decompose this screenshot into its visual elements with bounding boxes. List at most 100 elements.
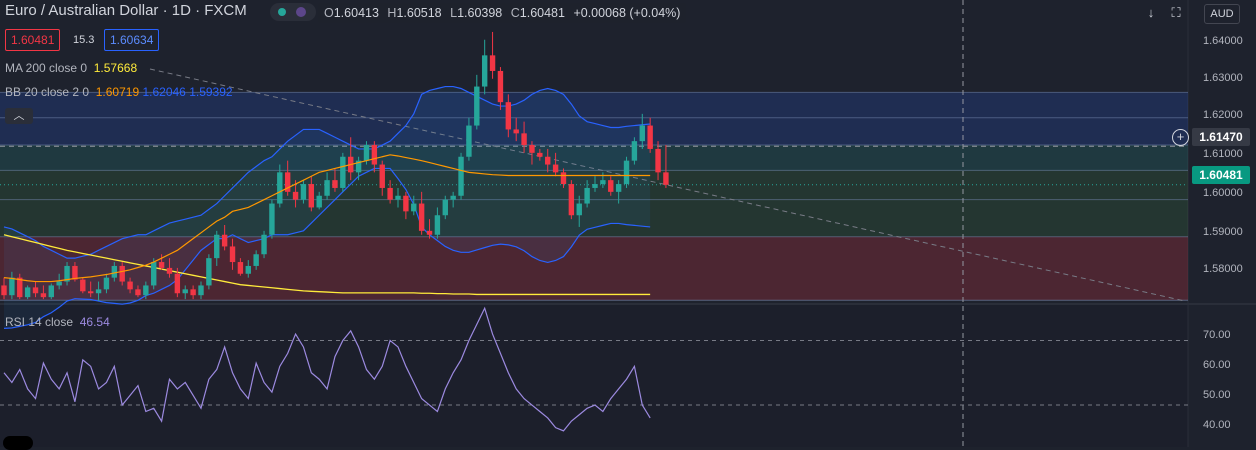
rsi-value: 46.54: [79, 315, 110, 329]
market-status-toggle[interactable]: [270, 3, 316, 21]
candle-body: [221, 234, 228, 247]
candle-body: [411, 203, 417, 212]
tradingview-logo[interactable]: [3, 436, 33, 450]
price-tick: 1.63000: [1203, 72, 1243, 84]
candle-body: [237, 262, 244, 274]
price-tick: 1.60000: [1203, 187, 1243, 199]
bb-legend[interactable]: BB 20 close 2 0 1.60719 1.62046 1.59392: [5, 85, 233, 99]
candle-body: [639, 125, 645, 142]
candle-body: [24, 287, 31, 298]
candle-body: [489, 55, 496, 71]
high-value: 1.60518: [396, 6, 442, 20]
candle-body: [324, 180, 330, 196]
plus-circle-icon[interactable]: +: [1172, 129, 1189, 146]
ma200-line: [3, 234, 651, 296]
spread-value: 15.3: [73, 34, 95, 46]
candle-body: [269, 203, 275, 235]
candle-body: [434, 215, 441, 235]
candle-body: [190, 289, 196, 296]
candle-body: [363, 145, 370, 161]
candle-body: [600, 180, 606, 185]
candle-body: [32, 287, 39, 294]
candle-body: [521, 133, 527, 146]
candle-body: [229, 246, 236, 263]
candle-body: [245, 265, 251, 274]
zone-green: [0, 199, 1188, 237]
candle-body: [545, 156, 551, 165]
candle-body: [174, 273, 181, 294]
ma-legend[interactable]: MA 200 close 0 1.57668: [5, 61, 138, 75]
price-tick: 1.59000: [1203, 226, 1243, 238]
candle-body: [615, 184, 622, 192]
candle-body: [284, 172, 291, 192]
candle-body: [537, 152, 543, 157]
arrow-down-icon: ↓: [1147, 5, 1155, 20]
candle-body: [80, 279, 86, 292]
chevron-up-icon: ︿: [13, 110, 25, 122]
candle-body: [592, 184, 598, 188]
candle-body: [481, 55, 488, 87]
candle-body: [655, 148, 661, 173]
rsi-legend[interactable]: RSI 14 close 46.54: [5, 315, 110, 329]
candle-body: [277, 172, 283, 204]
candle-body: [182, 289, 188, 294]
candle-body: [505, 102, 512, 130]
price-tick: 1.62000: [1203, 109, 1243, 121]
candle-body: [158, 262, 165, 268]
currency-select[interactable]: AUD: [1204, 4, 1240, 24]
candle-body: [458, 156, 464, 196]
candle-body: [584, 187, 590, 204]
candle-body: [64, 265, 70, 282]
candle-body: [647, 125, 653, 149]
buy-button[interactable]: 1.60634: [104, 29, 160, 51]
candle-body: [206, 258, 212, 286]
candle-body: [379, 164, 385, 188]
candle-body: [308, 184, 315, 208]
candle-body: [103, 277, 110, 290]
candle-body: [261, 234, 267, 255]
candle-body: [395, 195, 401, 200]
candle-body: [418, 203, 425, 231]
candle-body: [40, 293, 47, 298]
collapse-legend-button[interactable]: ︿: [5, 108, 33, 124]
candle-body: [300, 184, 307, 200]
ohlc-readout: O1.60413 H1.60518 L1.60398 C1.60481 +0.0…: [318, 3, 687, 23]
scroll-down-button[interactable]: ↓: [1142, 4, 1160, 22]
candle-body: [623, 160, 630, 185]
candle-body: [466, 125, 472, 157]
candle-body: [9, 277, 15, 296]
candle-body: [166, 267, 173, 274]
candle-body: [497, 70, 504, 103]
bb-lower-line: [3, 167, 651, 329]
symbol-title[interactable]: Euro / Australian Dollar · 1D · FXCM: [5, 2, 247, 19]
bb-basis-value: 1.60719: [95, 85, 140, 99]
price-tick: 1.64000: [1203, 35, 1243, 47]
rsi-tick: 70.00: [1203, 329, 1231, 341]
sell-button[interactable]: 1.60481: [5, 29, 61, 51]
bb-basis-line: [3, 154, 651, 283]
candle-body: [608, 180, 614, 192]
last-price-label: 1.60481: [1192, 166, 1250, 184]
bb-upper-value: 1.62046: [142, 85, 186, 99]
candle-body: [198, 285, 204, 296]
candle-body: [332, 180, 338, 188]
candle-body: [387, 187, 393, 200]
crosshair-price-label: 1.61470: [1192, 128, 1250, 146]
fullscreen-icon: ⛶: [1171, 5, 1181, 20]
candle-body: [111, 265, 118, 278]
candle-body: [552, 164, 559, 173]
candle-body: [371, 145, 378, 165]
zone-blue: [0, 92, 1188, 118]
candle-body: [253, 254, 259, 266]
candle-body: [151, 262, 157, 286]
candle-body: [48, 285, 54, 298]
trend-line: [149, 68, 1186, 302]
change-value: +0.00068 (+0.04%): [573, 6, 681, 20]
candle-body: [56, 281, 62, 286]
price-tick: 1.61000: [1203, 148, 1243, 160]
fullscreen-button[interactable]: ⛶: [1167, 4, 1185, 22]
rsi-tick: 40.00: [1203, 419, 1231, 431]
candle-body: [292, 191, 299, 200]
candle-body: [1, 285, 7, 296]
